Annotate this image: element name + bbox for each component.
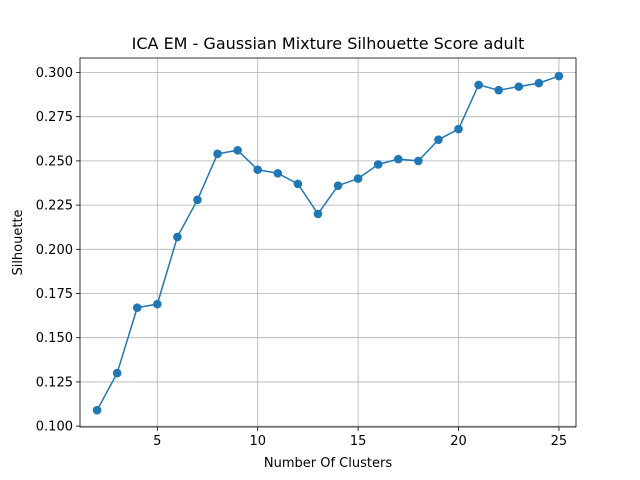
y-tick-label: 0.125 bbox=[36, 375, 73, 390]
data-point bbox=[132, 303, 142, 312]
data-point bbox=[253, 165, 263, 175]
data-point bbox=[414, 156, 423, 166]
data-point bbox=[233, 145, 242, 155]
data-point bbox=[193, 195, 202, 205]
x-tick-label: 25 bbox=[551, 434, 568, 449]
y-tick-label: 0.250 bbox=[36, 154, 73, 169]
y-tick-label: 0.300 bbox=[36, 66, 73, 81]
data-point bbox=[173, 232, 182, 242]
y-tick-label: 0.150 bbox=[36, 331, 73, 346]
ticks-layer: 5 10 15 20 25 0.100 0.125 0.150 0.175 0.200 0.225 0… bbox=[36, 66, 567, 449]
data-point bbox=[112, 368, 122, 378]
grid-lines bbox=[80, 58, 576, 427]
plot-frame bbox=[79, 57, 577, 428]
data-point bbox=[353, 174, 363, 183]
data-point bbox=[153, 299, 162, 309]
data-point bbox=[333, 181, 343, 190]
data-point bbox=[92, 405, 102, 415]
data-point bbox=[534, 78, 544, 88]
y-tick-label: 0.175 bbox=[36, 287, 73, 302]
data-point bbox=[474, 80, 483, 90]
y-tick-label: 0.200 bbox=[36, 243, 73, 258]
x-tick-label: 15 bbox=[350, 434, 367, 449]
y-axis-label: Silhouette bbox=[11, 209, 26, 275]
data-point bbox=[494, 85, 503, 95]
data-point bbox=[293, 179, 303, 189]
series-layer bbox=[92, 71, 564, 415]
x-tick-label: 20 bbox=[450, 434, 467, 449]
data-point bbox=[213, 149, 222, 159]
y-tick-label: 0.275 bbox=[36, 110, 73, 125]
y-tick-label: 0.225 bbox=[36, 199, 73, 214]
data-point bbox=[273, 168, 283, 178]
data-point bbox=[393, 154, 403, 164]
y-tick-label: 0.100 bbox=[36, 420, 73, 435]
data-point bbox=[554, 71, 564, 81]
chart-title: ICA EM - Gaussian Mixture Silhouette Sco… bbox=[132, 34, 525, 53]
x-axis-label: Number Of Clusters bbox=[264, 456, 392, 471]
data-point bbox=[313, 209, 323, 219]
data-point bbox=[454, 124, 463, 134]
data-point bbox=[373, 160, 383, 169]
x-tick-label: 10 bbox=[249, 434, 266, 449]
data-point bbox=[514, 82, 524, 91]
data-point bbox=[434, 135, 443, 144]
x-tick-label: 5 bbox=[153, 434, 161, 449]
